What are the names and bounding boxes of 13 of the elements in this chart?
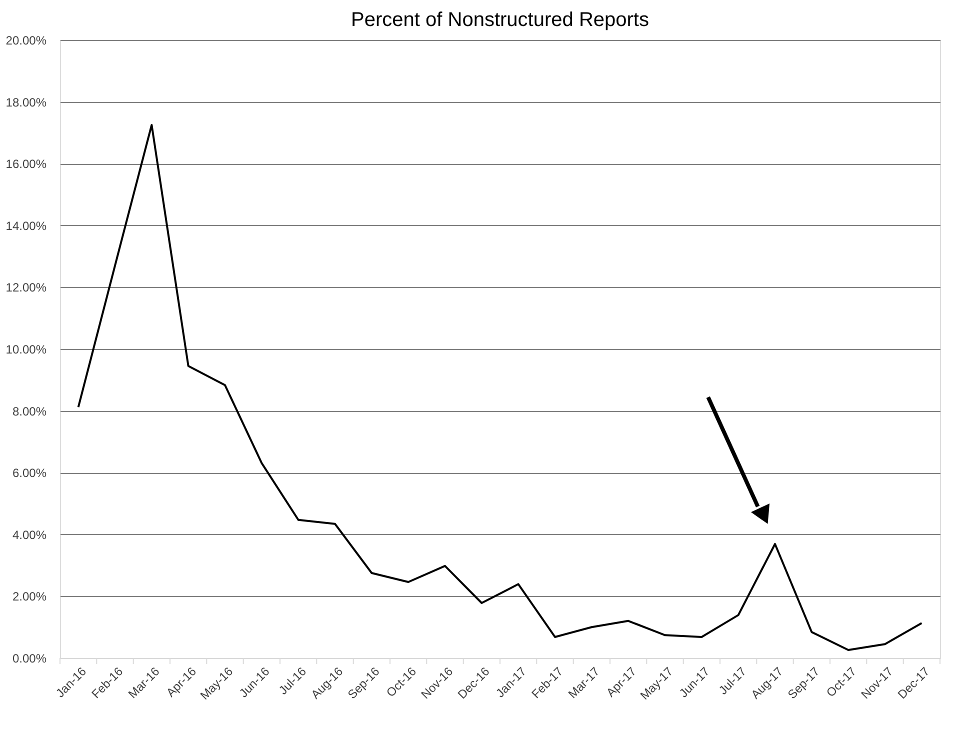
chart-title: Percent of Nonstructured Reports <box>351 9 649 31</box>
y-tick-label: 20.00% <box>6 34 47 48</box>
y-tick-label: 6.00% <box>12 466 47 480</box>
y-tick-label: 4.00% <box>12 528 47 542</box>
y-tick-label: 18.00% <box>6 95 47 110</box>
y-tick-label: 8.00% <box>12 404 47 418</box>
y-tick-label: 16.00% <box>6 157 47 172</box>
y-tick-label: 2.00% <box>12 590 47 604</box>
y-tick-label: 12.00% <box>6 280 47 295</box>
y-tick-label: 0.00% <box>12 652 47 666</box>
y-tick-label: 10.00% <box>6 342 47 356</box>
line-series <box>77 124 923 651</box>
y-tick-label: 14.00% <box>6 218 47 233</box>
